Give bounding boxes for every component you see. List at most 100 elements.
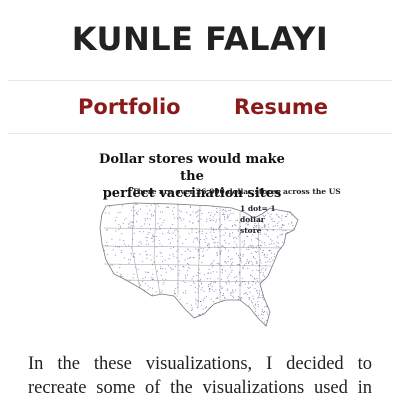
store-dot [242,246,244,248]
store-dot [177,240,179,242]
store-dot [232,212,234,214]
store-dot [177,274,179,277]
store-dot [257,245,259,247]
store-dot [140,226,142,228]
store-dot [190,304,192,306]
store-dot [118,246,121,248]
store-dot [220,286,222,288]
store-dot [280,217,283,219]
store-dot [155,246,157,248]
store-dot [264,225,267,227]
store-dot [225,242,227,244]
store-dot [249,291,251,293]
store-dot [228,279,230,281]
store-dot [189,205,192,207]
store-dot [161,245,163,247]
store-dot [230,295,232,297]
store-dot [213,231,215,234]
store-dot [249,244,251,247]
store-dot [149,254,151,256]
store-dot [246,260,248,263]
store-dot [165,278,167,280]
store-dot [128,262,130,264]
store-dot [203,239,205,241]
store-dot [135,203,137,205]
store-dot [136,203,138,205]
store-dot [198,257,200,259]
store-dot [179,298,181,301]
store-dot [186,270,188,272]
store-dot [130,247,132,249]
store-dot [211,262,213,264]
store-dot [125,217,127,219]
store-dot [227,260,229,262]
store-dot [240,254,242,256]
store-dot [244,228,246,230]
store-dot [222,287,224,289]
store-dot [160,224,162,226]
store-dot [146,237,148,239]
store-dot [267,230,269,232]
store-dot [246,259,248,261]
store-dot [261,241,263,243]
store-dot [250,217,252,219]
store-dot [207,285,210,288]
store-dot [248,283,250,285]
store-dot [218,227,220,229]
store-dot [225,262,227,264]
store-dot [152,240,154,242]
store-dot [272,208,274,210]
store-dot [248,248,250,250]
store-dot [263,321,266,323]
store-dot [192,211,194,213]
store-dot [257,297,259,299]
store-dot [189,250,191,252]
store-dot [260,271,262,273]
store-dot [263,279,265,281]
site-title[interactable]: KUNLE FALAYI [71,20,329,58]
store-dot [258,296,260,298]
store-dot [279,247,281,249]
store-dot [271,240,273,242]
store-dot [151,276,153,278]
nav-divider [8,133,392,134]
nav-portfolio-link[interactable]: Portfolio [78,95,181,119]
nav-resume-link[interactable]: Resume [234,95,328,119]
store-dot [238,235,240,237]
store-dot [152,234,154,236]
store-dot [230,263,233,265]
store-dot [209,290,211,293]
store-dot [116,271,118,273]
store-dot [180,211,182,213]
store-dot [236,238,238,240]
store-dot [206,221,208,223]
store-dot [215,289,217,291]
store-dot [119,225,121,227]
store-dot [138,244,140,246]
store-dot [247,262,249,264]
store-dot [185,292,187,294]
store-dot [123,243,125,245]
store-dot [175,234,177,236]
store-dot [173,289,175,292]
store-dot [122,275,124,278]
store-dot [244,283,246,285]
store-dot [278,221,280,223]
store-dot [264,244,266,246]
store-dot [233,297,235,299]
store-dot [275,245,277,247]
store-dot [238,271,240,273]
store-dot [261,294,263,296]
store-dot [270,214,272,216]
store-dot [281,219,283,222]
store-dot [163,281,165,283]
store-dot [208,307,210,309]
store-dot [147,243,150,245]
store-dot [208,247,210,249]
store-dot [216,271,218,273]
store-dot [202,313,204,315]
store-dot [258,219,260,221]
legend-line-1: 1 dot= 1 dollar [240,204,276,224]
store-dot [187,266,189,269]
store-dot [262,272,264,274]
